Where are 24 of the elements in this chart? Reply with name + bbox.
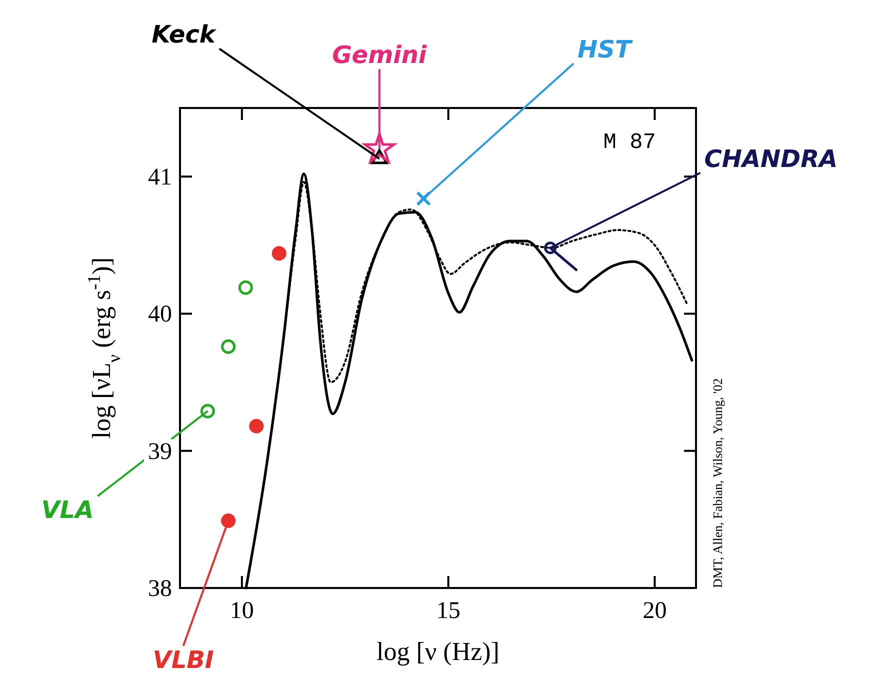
point <box>221 514 236 528</box>
point <box>416 191 432 206</box>
text: Keck <box>152 20 218 49</box>
y-tick-label: 41 <box>148 164 172 191</box>
y-tick-label: 39 <box>148 438 172 465</box>
point <box>544 242 557 254</box>
point <box>272 246 286 261</box>
x-tick-label: 20 <box>642 598 667 624</box>
point <box>200 404 215 418</box>
text: CHANDRA <box>704 144 838 173</box>
text: VLA <box>41 496 94 524</box>
x-axis-title: log [ν (Hz)] <box>376 637 500 666</box>
x-tick-label: 10 <box>230 598 254 624</box>
y-tick-label: 40 <box>148 302 172 328</box>
annotation: M 87 <box>603 130 656 155</box>
point <box>221 339 236 354</box>
x-tick-label: 15 <box>436 598 460 624</box>
text: VLBI <box>152 646 214 674</box>
text: HST <box>578 36 633 64</box>
point <box>249 418 264 434</box>
y-tick-label: 38 <box>148 576 172 602</box>
point <box>238 280 253 295</box>
text: DMT, Allen, Fabian, Wilson, Young, '02 <box>710 378 725 588</box>
text: Gemini <box>332 41 428 70</box>
